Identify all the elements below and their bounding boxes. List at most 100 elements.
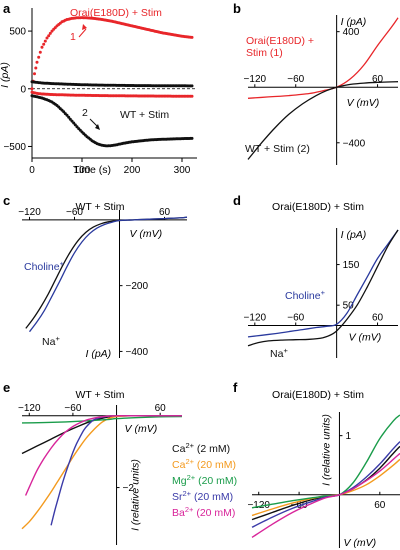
x-tick-label: −60: [287, 74, 304, 85]
annotation-na: Na+: [270, 346, 288, 361]
data-point: [30, 87, 34, 91]
y-tick-label: −400: [343, 138, 366, 149]
x-tick-label: −120: [18, 403, 41, 414]
series-line-mg2-20-mm-: [21, 415, 183, 424]
y-tick-label: 1: [345, 431, 351, 442]
y-axis-label: I (pA): [86, 348, 112, 360]
series-line-choline-: [247, 229, 399, 338]
series-line-na-: [247, 229, 399, 347]
x-axis-label: V (mV): [347, 97, 380, 109]
x-axis-label: V (mV): [343, 537, 376, 549]
x-tick-label: −120: [18, 207, 41, 218]
y-axis-label: I (relative units): [130, 459, 142, 531]
data-point: [45, 36, 49, 40]
series-points-0: [30, 16, 194, 91]
y-axis-label: I (pA): [341, 16, 367, 28]
y-tick-label: 0: [20, 84, 26, 95]
y-tick-label: −400: [126, 347, 149, 358]
y-tick-label: 400: [343, 27, 360, 38]
x-tick-label: 300: [174, 165, 191, 176]
y-axis-label: I (pA): [341, 229, 367, 241]
y-tick-label: 150: [343, 260, 360, 271]
x-tick-label: 60: [159, 207, 171, 218]
annotation: Orai(E180D) + Stim: [70, 7, 162, 19]
x-tick-label: 60: [372, 74, 384, 85]
annotation-choline: Choline+: [24, 259, 65, 274]
x-axis-label: Time (s): [73, 164, 111, 176]
panel-letter-b: b: [233, 1, 241, 16]
y-tick-label: −2: [123, 483, 135, 494]
y-tick-label: −500: [3, 142, 26, 153]
x-tick-label: −120: [247, 500, 270, 511]
x-tick-label: 60: [155, 403, 167, 414]
series-line-ba2-20-mm-: [251, 452, 400, 538]
legend-entry: Sr2+ (20 mM): [172, 489, 233, 504]
y-tick-label: 50: [343, 301, 355, 312]
data-point: [190, 94, 194, 98]
annotation: 2: [82, 107, 88, 119]
x-tick-label: 200: [124, 165, 141, 176]
annotation: Orai(E180D) +: [246, 35, 314, 47]
data-point: [67, 115, 71, 119]
arrow-1: [78, 28, 87, 38]
series-points-3: [30, 94, 194, 148]
panel-letter-c: c: [3, 193, 10, 208]
data-point: [48, 31, 52, 35]
chart-title: WT + Stim: [75, 389, 124, 401]
chart-title: Orai(E180D) + Stim: [272, 389, 364, 401]
data-point: [190, 84, 194, 88]
arrowhead-1: [82, 24, 87, 30]
data-point: [190, 136, 194, 140]
chart-title: Orai(E180D) + Stim: [272, 201, 364, 213]
annotation: WT + Stim (2): [245, 143, 310, 155]
y-tick-label: −200: [126, 281, 149, 292]
arrowhead-2: [95, 124, 100, 130]
legend-entry: Ca2+ (2 mM): [172, 441, 230, 456]
data-point: [190, 35, 194, 39]
x-tick-label: 60: [374, 500, 386, 511]
x-axis-label: V (mV): [125, 423, 158, 435]
data-point: [40, 45, 44, 49]
series-line-wt-stim-2-: [247, 81, 399, 160]
x-axis-label: V (mV): [349, 332, 382, 344]
series-points-1: [30, 90, 194, 98]
panel-letter-a: a: [3, 1, 11, 16]
data-point: [34, 66, 38, 70]
data-point: [37, 55, 41, 59]
series-line-ba2-20-mm-: [24, 415, 182, 496]
data-point: [35, 60, 39, 64]
data-point: [42, 42, 46, 46]
series-line-choline-: [28, 216, 188, 333]
x-tick-label: −120: [244, 74, 267, 85]
y-axis-label: I (pA): [0, 62, 11, 88]
x-tick-label: 100: [74, 165, 91, 176]
panel-letter-e: e: [3, 380, 10, 395]
panel-letter-d: d: [233, 193, 241, 208]
y-axis-label: I (relative units): [320, 414, 332, 486]
legend-entry: Ba2+ (20 mM): [172, 505, 235, 520]
annotation: Stim (1): [246, 47, 283, 59]
x-tick-label: −60: [64, 403, 81, 414]
x-axis-label: V (mV): [130, 228, 163, 240]
x-tick-label: −120: [244, 313, 267, 324]
data-point: [43, 39, 47, 43]
series-line-ca2-20-mm-: [21, 415, 182, 530]
series-points-2: [30, 80, 194, 88]
data-point: [38, 50, 42, 54]
x-tick-label: −60: [66, 207, 83, 218]
y-tick-label: 500: [9, 27, 26, 38]
annotation: WT + Stim: [120, 109, 169, 121]
panel-letter-f: f: [233, 380, 238, 395]
x-tick-label: 0: [29, 165, 35, 176]
data-point: [47, 34, 51, 38]
annotation: 1: [70, 31, 76, 43]
annotation-na: Na+: [42, 334, 60, 349]
arrow-2: [89, 118, 99, 128]
x-tick-label: 60: [372, 313, 384, 324]
x-tick-label: −60: [287, 313, 304, 324]
data-point: [33, 72, 36, 76]
legend-entry: Mg2+ (20 mM): [172, 473, 237, 488]
annotation-choline: Choline+: [285, 288, 326, 303]
